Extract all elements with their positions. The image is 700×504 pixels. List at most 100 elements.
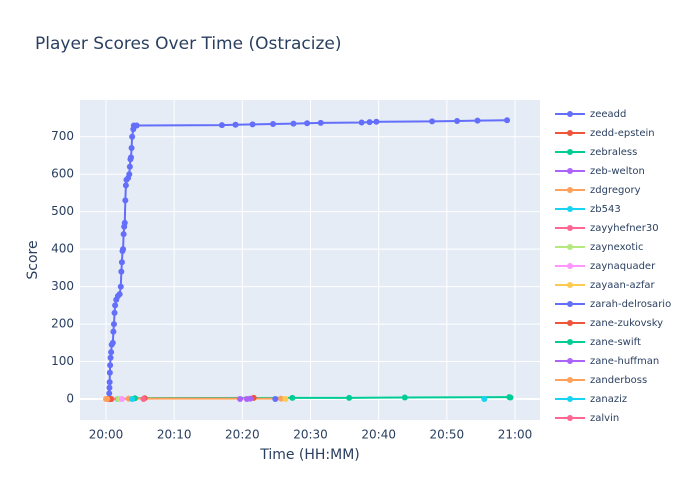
point	[117, 291, 123, 297]
legend-label: zebraless	[590, 147, 637, 158]
legend-label: zeb-welton	[590, 166, 645, 177]
x-tick-label: 20:10	[157, 428, 192, 442]
point	[107, 362, 113, 368]
x-axis-title: Time (HH:MM)	[259, 447, 360, 463]
point	[122, 197, 128, 203]
legend-marker	[567, 244, 573, 250]
legend-marker	[567, 111, 573, 117]
point	[107, 370, 113, 376]
legend-marker	[567, 320, 573, 326]
legend-marker	[567, 301, 573, 307]
legend-marker	[567, 130, 573, 136]
point	[134, 122, 140, 128]
point	[126, 171, 132, 177]
point	[119, 396, 125, 402]
point	[429, 118, 435, 124]
legend-marker	[567, 187, 573, 193]
legend-label: zeeadd	[590, 109, 626, 120]
point	[106, 385, 112, 391]
point	[121, 231, 127, 237]
point	[283, 396, 289, 402]
point	[108, 349, 114, 355]
point	[270, 121, 276, 127]
point	[290, 121, 296, 127]
point	[120, 246, 126, 252]
legend-marker	[567, 168, 573, 174]
legend-marker	[567, 396, 573, 402]
point	[504, 117, 510, 123]
point	[129, 396, 135, 402]
x-tick-label: 20:50	[430, 428, 465, 442]
legend-label: zayyhefner30	[590, 223, 659, 234]
legend-marker	[567, 263, 573, 269]
point	[402, 395, 408, 401]
legend-marker	[567, 149, 573, 155]
point	[289, 395, 295, 401]
y-axis-title: Score	[25, 240, 41, 279]
x-tick-label: 21:00	[498, 428, 533, 442]
point	[346, 395, 352, 401]
point	[237, 396, 243, 402]
point	[110, 340, 116, 346]
x-tick-label: 20:40	[361, 428, 396, 442]
point	[106, 390, 112, 396]
point	[129, 134, 135, 140]
point	[272, 396, 278, 402]
point	[233, 122, 239, 128]
point	[122, 220, 128, 226]
x-tick-label: 20:00	[89, 428, 124, 442]
point	[128, 154, 134, 160]
legend-label: zaynaquader	[590, 261, 656, 272]
plot-background	[80, 100, 540, 420]
legend-label: zaynexotic	[590, 242, 644, 253]
legend-label: zanaziz	[590, 394, 627, 405]
legend-label: zanderboss	[590, 375, 647, 386]
legend-label: zayaan-azfar	[590, 280, 656, 291]
legend-marker	[567, 225, 573, 231]
point	[304, 120, 310, 126]
point	[318, 120, 324, 126]
y-tick-label: 0	[66, 392, 74, 406]
legend-marker	[567, 358, 573, 364]
legend-marker	[567, 282, 573, 288]
point	[481, 396, 487, 402]
y-tick-label: 100	[51, 354, 74, 368]
x-tick-label: 20:30	[293, 428, 328, 442]
legend-marker	[567, 339, 573, 345]
point	[111, 321, 117, 327]
point	[359, 119, 365, 125]
y-tick-label: 300	[51, 279, 74, 293]
legend-marker	[567, 206, 573, 212]
legend-label: zalvin	[590, 413, 619, 424]
point	[112, 310, 118, 316]
point	[454, 118, 460, 124]
legend-label: zane-zukovsky	[590, 318, 663, 329]
legend-marker	[567, 415, 573, 421]
legend-label: zdgregory	[590, 185, 641, 196]
point	[123, 182, 129, 188]
point	[219, 122, 225, 128]
point	[507, 395, 513, 401]
legend-label: zedd-epstein	[590, 128, 655, 139]
legend-label: zarah-delrosario	[590, 299, 671, 310]
point	[118, 284, 124, 290]
point	[129, 145, 135, 151]
point	[118, 269, 124, 275]
point	[107, 379, 113, 385]
legend-marker	[567, 377, 573, 383]
y-tick-label: 600	[51, 167, 74, 181]
y-tick-label: 500	[51, 204, 74, 218]
point	[141, 396, 147, 402]
point	[127, 164, 133, 170]
point	[475, 118, 481, 124]
point	[112, 302, 118, 308]
y-tick-label: 200	[51, 317, 74, 331]
legend-label: zb543	[590, 204, 621, 215]
point	[119, 259, 125, 265]
legend-label: zane-huffman	[590, 356, 659, 367]
legend-label: zane-swift	[590, 337, 641, 348]
point	[367, 119, 373, 125]
point	[250, 121, 256, 127]
y-tick-label: 400	[51, 242, 74, 256]
